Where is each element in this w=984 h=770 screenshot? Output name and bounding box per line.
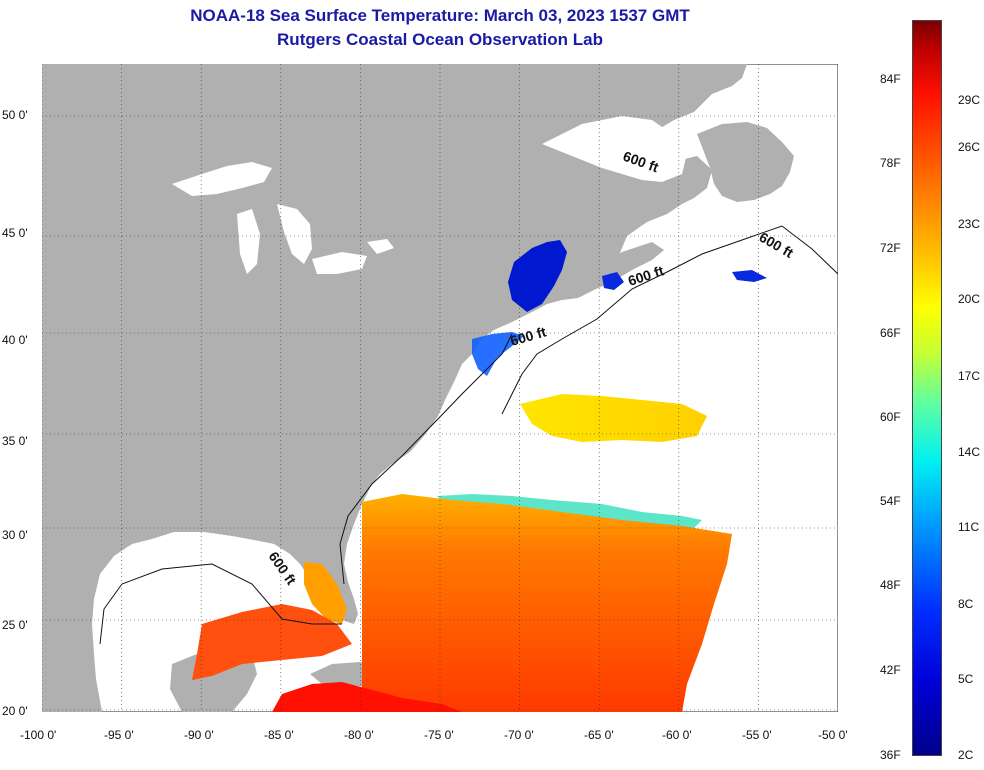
sst-cold-shelf [472,332,524,376]
colorbar-f-66: 66F [880,326,901,340]
lat-label-35: 35 0' [2,434,28,448]
colorbar-c-8: 8C [958,597,974,611]
colorbar-c-20: 20C [958,292,981,306]
lon-label-65: -65 0' [584,728,614,742]
sst-warm-florida [304,562,347,624]
lon-label-95: -95 0' [104,728,134,742]
land-maritimes [562,242,664,300]
colorbar-c-23: 23C [958,217,981,231]
colorbar-f-84: 84F [880,72,901,86]
map-title: NOAA-18 Sea Surface Temperature: March 0… [190,6,690,25]
contour-600ft [99,225,838,645]
lon-label-80: -80 0' [344,728,374,742]
colorbar-c-26: 26C [958,140,981,154]
gulf-st-lawrence [542,116,687,182]
graticule [42,64,838,712]
sst-warm-atlantic [362,494,732,712]
map-subtitle: Rutgers Coastal Ocean Observation Lab [277,30,603,49]
lon-label-85: -85 0' [264,728,294,742]
great-lakes [172,162,394,274]
colorbar-f-72: 72F [880,241,901,255]
lon-label-70: -70 0' [504,728,534,742]
sst-map: 600 ft 600 ft 600 ft 600 ft 600 ft [42,64,838,712]
temperature-colorbar [912,20,942,756]
sst-yellow-band [520,394,707,442]
colorbar-c-5: 5C [958,672,974,686]
colorbar-c-11: 11C [958,520,980,534]
lon-label-50: -50 0' [818,728,848,742]
sst-hot-caribbean [272,682,462,712]
colorbar-c-2: 2C [958,748,974,762]
colorbar-f-48: 48F [880,578,901,592]
sst-cyan-patch [437,494,702,530]
lon-label-75: -75 0' [424,728,454,742]
colorbar-c-17: 17C [958,369,981,383]
lat-label-30: 30 0' [2,528,28,542]
lon-label-60: -60 0' [662,728,692,742]
sst-warm-gulf [192,604,352,680]
lat-label-45: 45 0' [2,226,28,240]
lat-label-20: 20 0' [2,704,28,718]
land-newfoundland [697,122,794,202]
land-north-america [42,64,747,712]
colorbar-f-36: 36F [880,748,901,762]
lat-label-50: 50 0' [2,108,28,122]
sst-cold-gulf-of-maine [508,240,567,312]
colorbar-f-54: 54F [880,494,901,508]
lon-label-90: -90 0' [184,728,214,742]
lon-label-100: -100 0' [20,728,57,742]
lon-label-55: -55 0' [742,728,772,742]
colorbar-c-29: 29C [958,93,981,107]
lat-label-25: 25 0' [2,618,28,632]
colorbar-f-78: 78F [880,156,901,170]
lat-label-40: 40 0' [2,333,28,347]
colorbar-f-60: 60F [880,410,901,424]
colorbar-f-42: 42F [880,663,901,677]
colorbar-c-14: 14C [958,445,981,459]
sst-cold-scotian [602,270,767,290]
